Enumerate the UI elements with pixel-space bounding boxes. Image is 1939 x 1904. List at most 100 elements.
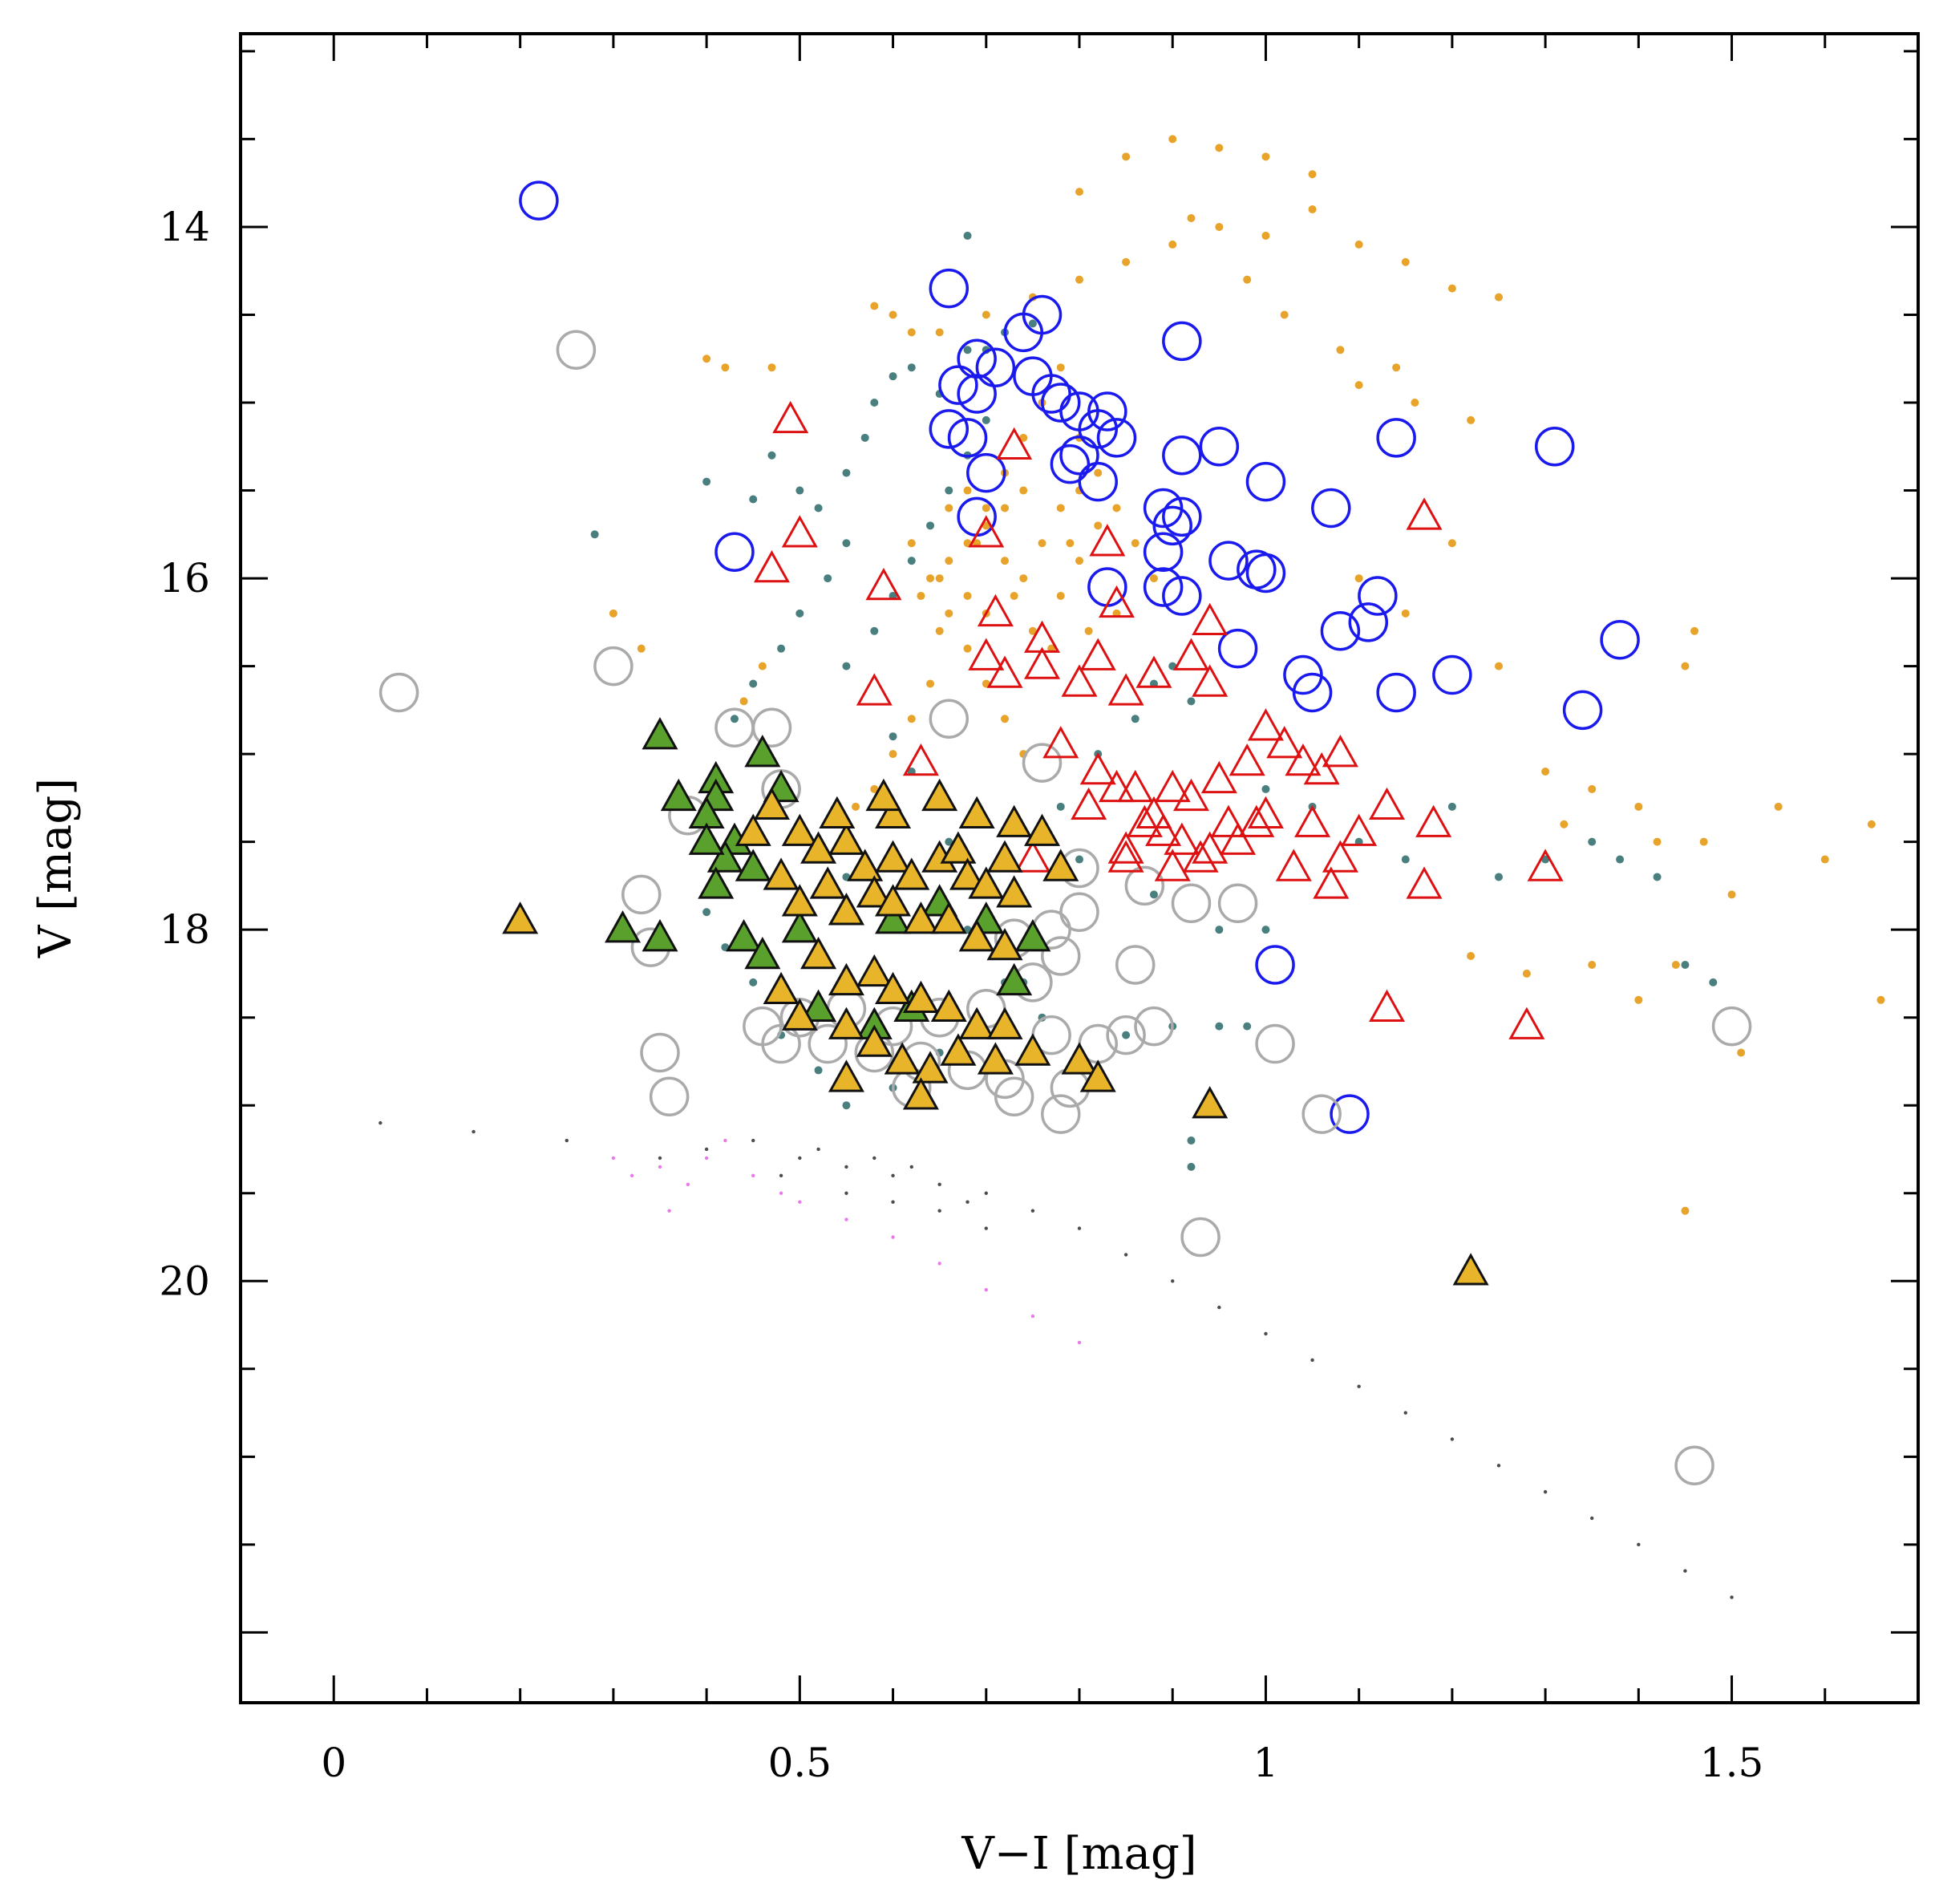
star-point — [842, 662, 851, 670]
filled-triangle-marker — [875, 796, 912, 828]
star-point — [907, 715, 916, 723]
star-point — [1867, 820, 1876, 828]
star-point — [824, 574, 832, 583]
faint-star-point — [984, 1288, 988, 1292]
filled-triangle-marker — [660, 778, 697, 812]
star-point — [963, 346, 972, 354]
star-point — [1308, 170, 1317, 179]
open-circle-marker — [929, 699, 970, 739]
open-circle-marker — [975, 347, 1016, 387]
clump-star-point — [1001, 557, 1010, 565]
star-point — [907, 557, 916, 565]
open-triangle-marker — [1192, 664, 1229, 697]
open-circle-marker — [1711, 1006, 1752, 1047]
open-circle-marker — [1245, 553, 1286, 593]
star-point — [1495, 293, 1503, 302]
filled-triangle-marker — [986, 1007, 1023, 1039]
star-point — [852, 802, 860, 811]
open-circle-marker — [957, 338, 997, 379]
faint-star-point — [965, 1200, 970, 1204]
star-point — [609, 609, 617, 618]
star-point — [1149, 890, 1158, 899]
faint-star-point — [658, 1165, 662, 1169]
y-tick-label: 20 — [159, 1258, 210, 1304]
star-point — [1149, 574, 1158, 583]
star-point — [814, 1066, 823, 1075]
star-point — [1737, 1048, 1746, 1057]
open-circle-marker — [1301, 1094, 1342, 1134]
star-point — [1131, 539, 1140, 548]
star-point — [982, 504, 990, 512]
data-points — [378, 135, 1885, 1599]
open-circle-marker — [1134, 1006, 1174, 1047]
star-point — [749, 495, 758, 504]
open-circle-marker — [1124, 865, 1165, 906]
open-triangle-marker — [1238, 804, 1275, 837]
open-circle-marker — [1087, 567, 1127, 607]
star-point — [842, 539, 851, 548]
open-circle-marker — [649, 1076, 690, 1117]
filled-triangle-marker — [1061, 1042, 1098, 1075]
filled-triangle-marker — [902, 1077, 939, 1110]
open-triangle-marker — [1172, 638, 1209, 670]
open-circle-marker — [1199, 427, 1240, 467]
star-point — [1690, 626, 1699, 635]
open-triangle-marker — [1107, 673, 1144, 706]
star-point — [1187, 697, 1196, 706]
star-point — [1709, 978, 1718, 986]
open-triangle-marker — [1098, 769, 1135, 803]
filled-triangle-marker — [921, 778, 958, 812]
star-point — [749, 978, 758, 986]
clump-star-point — [926, 574, 935, 583]
open-circle-marker — [1003, 312, 1044, 353]
star-point — [1401, 855, 1410, 864]
faint-star-point — [565, 1138, 569, 1143]
open-triangle-marker — [781, 515, 818, 548]
open-triangle-marker — [1247, 796, 1284, 828]
faint-star-point — [704, 1147, 709, 1152]
clump-star-point — [945, 504, 953, 512]
open-circle-marker — [761, 1023, 801, 1064]
open-circle-marker — [1245, 461, 1286, 502]
open-circle-marker — [1096, 418, 1137, 458]
filled-triangle-marker — [781, 884, 818, 917]
filled-triangle-marker — [856, 1024, 893, 1057]
star-point — [1112, 504, 1121, 512]
faint-star-point — [1543, 1489, 1548, 1494]
star-point — [963, 644, 972, 653]
filled-triangle-marker — [1452, 1253, 1489, 1286]
filled-triangle-marker — [642, 717, 678, 750]
open-circle-marker — [1600, 619, 1640, 660]
open-triangle-marker — [772, 400, 809, 434]
faint-star-point — [472, 1129, 476, 1134]
open-triangle-marker — [977, 593, 1014, 627]
clump-star-point — [963, 591, 972, 600]
faint-star-point — [1310, 1358, 1314, 1363]
filled-triangle-marker — [875, 971, 912, 1005]
filled-triangle-marker — [1079, 1059, 1116, 1092]
clump-star-point — [1084, 626, 1093, 635]
faint-star-point — [1077, 1226, 1082, 1230]
open-circle-marker — [556, 330, 597, 371]
filled-triangle-marker — [977, 1042, 1014, 1075]
star-point — [982, 415, 990, 424]
open-circle-marker — [1311, 488, 1351, 529]
filled-triangle-marker — [865, 778, 902, 812]
star-point — [1122, 257, 1131, 266]
filled-triangle-marker — [1042, 849, 1079, 881]
clump-star-point — [1066, 539, 1075, 548]
star-point — [1392, 363, 1401, 372]
star-point — [1634, 802, 1643, 811]
filled-triangle-marker — [819, 796, 856, 828]
star-point — [963, 231, 972, 240]
star-point — [935, 574, 944, 583]
y-tick-label: 16 — [159, 555, 210, 602]
open-circle-marker — [957, 496, 997, 537]
faint-star-point — [1030, 1209, 1035, 1213]
faint-star-point — [1590, 1516, 1594, 1521]
open-circle-marker — [994, 1076, 1034, 1117]
filled-triangle-marker — [958, 919, 995, 952]
star-point — [1495, 662, 1503, 670]
star-point — [1588, 784, 1597, 793]
